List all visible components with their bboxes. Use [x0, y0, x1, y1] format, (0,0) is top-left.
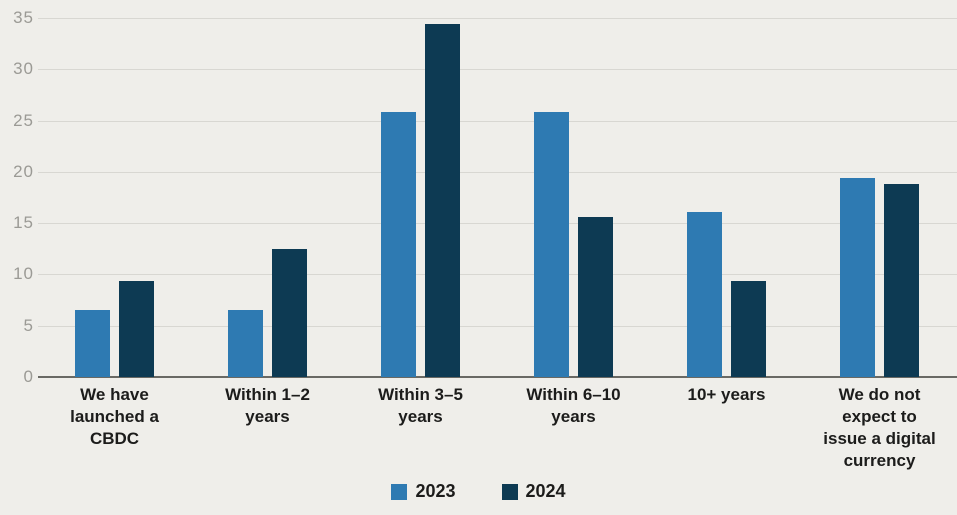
category-label: We have launched a CBDC [70, 385, 159, 448]
y-axis-tick-label: 25 [13, 110, 34, 130]
y-axis-tick-label: 5 [23, 315, 34, 335]
y-axis-tick-label: 15 [13, 213, 34, 233]
legend-item-2023: 2023 [391, 481, 456, 502]
bar-2024 [119, 280, 154, 377]
gridline [38, 121, 957, 122]
y-axis-tick-label: 35 [13, 8, 34, 27]
bar-2024 [578, 216, 613, 377]
bar-2023 [381, 112, 416, 377]
bar-2024 [272, 248, 307, 377]
legend-swatch-2023 [391, 483, 408, 500]
gridline [38, 326, 957, 327]
bar-2024 [425, 24, 460, 377]
bar-2024 [884, 184, 919, 377]
category-label: Within 3–5 years [378, 385, 463, 426]
legend-label: 2024 [525, 481, 566, 501]
bar-2023 [534, 112, 569, 377]
x-axis-line [38, 376, 957, 378]
bar-2023 [228, 310, 263, 377]
category-label: Within 6–10 years [526, 385, 621, 426]
gridline [38, 223, 957, 224]
category-label: We do not expect to issue a digital curr… [823, 385, 936, 470]
legend-swatch-2024 [501, 483, 518, 500]
category-label: Within 1–2 years [225, 385, 310, 426]
gridline [38, 274, 957, 275]
bar-2023 [687, 211, 722, 377]
gridline [38, 69, 957, 70]
legend: 2023 2024 [0, 481, 957, 502]
gridline [38, 172, 957, 173]
category-label: 10+ years [687, 385, 766, 404]
gridline [38, 18, 957, 19]
bar-2023 [75, 310, 110, 377]
y-axis-tick-label: 20 [13, 161, 34, 181]
legend-label: 2023 [415, 481, 456, 501]
bar-2024 [731, 280, 766, 377]
legend-item-2024: 2024 [501, 481, 566, 502]
y-axis-tick-label: 10 [13, 264, 34, 284]
y-axis-tick-label: 0 [23, 367, 34, 386]
bar-2023 [840, 178, 875, 377]
y-axis-tick-label: 30 [13, 59, 34, 79]
